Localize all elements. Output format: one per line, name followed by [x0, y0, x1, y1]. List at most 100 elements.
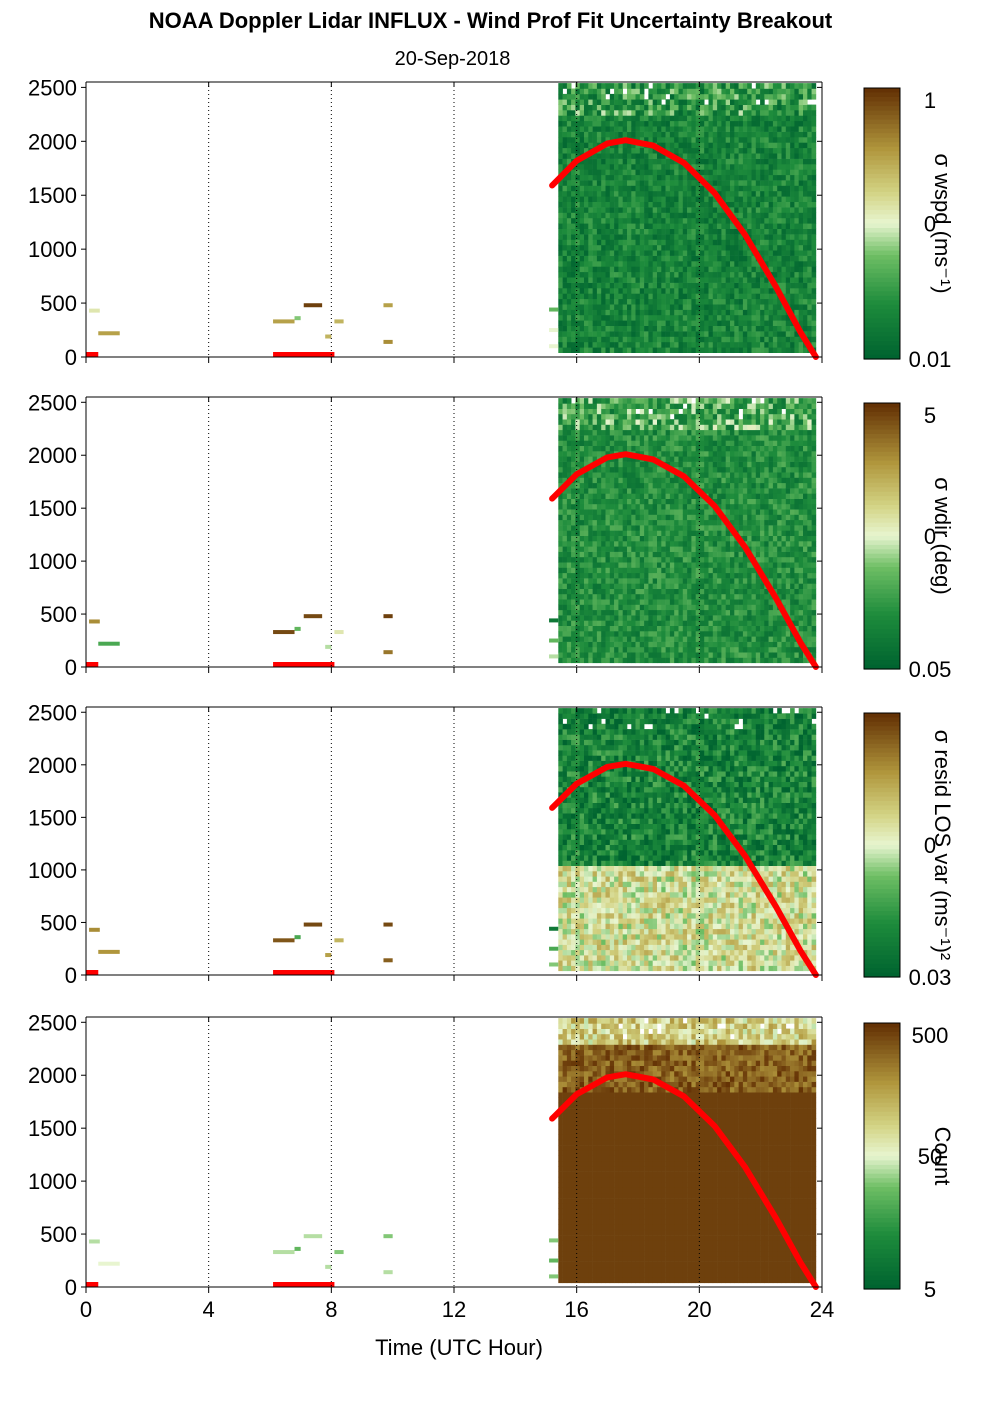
heatmap-cell [605, 519, 611, 526]
heatmap-cell [648, 341, 653, 348]
heatmap-cell [639, 244, 645, 251]
heatmap-cell [674, 201, 679, 208]
heatmap-cell [631, 562, 636, 568]
data-segment [325, 334, 332, 339]
heatmap-cell [669, 472, 675, 478]
heatmap-cell [747, 131, 752, 138]
heatmap-cell [588, 641, 593, 648]
heatmap-cell [601, 331, 606, 337]
heatmap-cell [622, 304, 628, 310]
heatmap-cell [575, 636, 580, 642]
heatmap-cell [618, 567, 623, 574]
heatmap-cell [652, 657, 658, 664]
heatmap-cell [803, 331, 808, 337]
heatmap-cell [669, 293, 675, 300]
heatmap-cell [682, 461, 688, 468]
heatmap-cell [682, 120, 688, 127]
heatmap-cell [712, 158, 718, 165]
heatmap-cell [764, 223, 769, 229]
heatmap-cell [807, 336, 812, 343]
heatmap-cell [644, 223, 649, 229]
heatmap-cell [669, 541, 675, 547]
heatmap-cell [575, 325, 580, 332]
heatmap-cell [562, 604, 568, 611]
heatmap-cell [721, 158, 726, 165]
heatmap-cell [704, 314, 709, 321]
heatmap-cell [584, 615, 589, 621]
heatmap-cell [803, 120, 808, 127]
heatmap-cell [678, 336, 684, 343]
heatmap-cell [622, 546, 628, 552]
heatmap-cell [609, 158, 615, 165]
heatmap-cell [747, 261, 752, 267]
heatmap-cell [639, 477, 645, 484]
heatmap-cell [614, 435, 619, 441]
heatmap-cell [755, 169, 761, 176]
heatmap-cell [657, 657, 662, 664]
heatmap-cell [712, 341, 718, 348]
heatmap-cell [699, 185, 705, 192]
heatmap-cell [609, 398, 615, 404]
heatmap-cell [695, 456, 701, 462]
heatmap-cell [695, 419, 701, 425]
heatmap-cell [596, 331, 602, 337]
heatmap-cell [790, 93, 795, 100]
heatmap-cell [579, 519, 585, 526]
heatmap-cell [592, 277, 598, 283]
heatmap-cell [691, 314, 696, 321]
heatmap-cell [648, 277, 653, 283]
heatmap-cell [751, 93, 757, 100]
heatmap-cell [699, 309, 705, 316]
heatmap-cell [717, 572, 722, 579]
heatmap-cell [781, 196, 787, 202]
heatmap-cell [699, 137, 705, 143]
heatmap-cell [704, 217, 709, 224]
heatmap-cell [652, 519, 658, 526]
heatmap-cell [730, 336, 735, 343]
heatmap-cell [596, 657, 602, 664]
heatmap-cell [777, 320, 782, 326]
heatmap-cell [777, 266, 782, 273]
heatmap-cell [601, 514, 606, 521]
heatmap-cell [592, 131, 598, 138]
heatmap-cell [618, 271, 623, 278]
heatmap-cell [807, 137, 812, 143]
heatmap-cell [661, 609, 666, 616]
heatmap-cell [648, 298, 653, 305]
heatmap-cell [712, 234, 718, 240]
heatmap-cell [717, 255, 722, 262]
heatmap-cell [627, 304, 632, 310]
heatmap-cell [614, 190, 619, 197]
heatmap-cell [708, 488, 714, 494]
heatmap-cell [682, 435, 688, 441]
heatmap-cell [661, 169, 666, 176]
heatmap-cell [712, 282, 718, 289]
heatmap-cell [695, 347, 701, 353]
heatmap-cell [691, 641, 696, 648]
heatmap-cell [571, 636, 576, 642]
heatmap-cell [695, 403, 701, 409]
heatmap-cell [717, 158, 722, 165]
colorbar-step [864, 124, 900, 130]
heatmap-cell [712, 293, 718, 300]
heatmap-cell [712, 137, 718, 143]
colorbar-step [864, 97, 900, 103]
heatmap-cell [566, 424, 572, 431]
heatmap-cell [618, 562, 623, 568]
heatmap-cell [652, 562, 658, 568]
heatmap-cell [592, 293, 598, 300]
heatmap-cell [639, 620, 645, 626]
heatmap-cell [579, 599, 585, 605]
heatmap-cell [747, 115, 752, 122]
heatmap-cell [579, 115, 585, 122]
heatmap-cell [665, 514, 671, 521]
data-segment [383, 303, 393, 308]
heatmap-cell [648, 288, 653, 294]
heatmap-cell [614, 646, 619, 653]
heatmap-cell [558, 110, 563, 116]
heatmap-cell [622, 244, 628, 251]
heatmap-cell [657, 556, 662, 563]
heatmap-cell [614, 615, 619, 621]
heatmap-cell [648, 615, 653, 621]
heatmap-cell [687, 551, 692, 558]
